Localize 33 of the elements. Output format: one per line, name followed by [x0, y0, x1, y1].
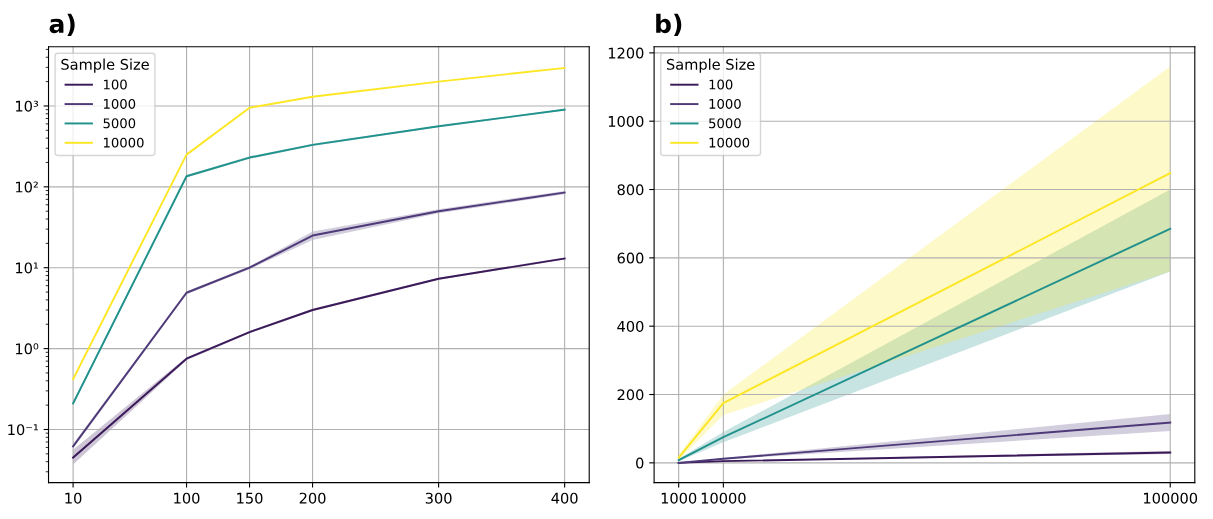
- y-tick-label: 800: [617, 184, 644, 196]
- x-tick-label: 10: [65, 492, 82, 504]
- legend-label: 100: [103, 79, 127, 90]
- y-tick-label: 10¹: [16, 262, 38, 274]
- legend-title: Sample Size: [61, 58, 149, 73]
- legend-label: 5000: [103, 118, 136, 129]
- x-tick-label: 200: [299, 492, 326, 504]
- y-tick-label: 10⁻¹: [8, 424, 38, 436]
- x-tick-label: 1000: [661, 492, 697, 504]
- y-tick-label: 10³: [16, 100, 39, 112]
- y-tick-label: 10⁰: [16, 343, 39, 355]
- legend-label: 1000: [709, 98, 741, 109]
- x-tick-label: 400: [551, 492, 578, 504]
- x-tick-label: 10000: [701, 492, 746, 504]
- y-tick-label: 1200: [608, 47, 644, 59]
- legend-label: 10000: [709, 137, 750, 148]
- x-tick-label: 150: [237, 492, 263, 504]
- y-tick-label: 10²: [16, 181, 38, 193]
- x-tick-label: 100000: [1143, 492, 1198, 504]
- legend-label: 5000: [709, 118, 741, 129]
- x-tick-label: 300: [425, 492, 452, 504]
- chart-title: b): [656, 13, 682, 37]
- y-tick-label: 400: [617, 320, 644, 332]
- x-tick-label: 100: [174, 492, 200, 504]
- y-tick-label: 1000: [608, 115, 644, 127]
- chart-title: a): [49, 13, 75, 37]
- legend-label: 100: [709, 79, 733, 90]
- y-tick-label: 200: [617, 389, 644, 401]
- y-tick-label: 600: [617, 252, 644, 264]
- legend-title: Sample Size: [666, 58, 755, 73]
- y-tick-label: 0: [636, 457, 644, 469]
- legend-label: 1000: [103, 98, 136, 109]
- legend-label: 10000: [103, 137, 144, 148]
